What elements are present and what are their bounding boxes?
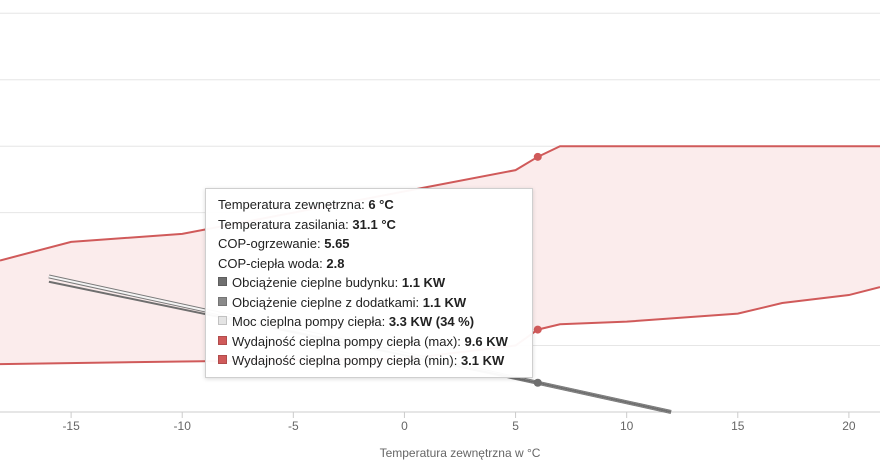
highlight-point <box>533 325 542 334</box>
x-tick-label: -10 <box>174 419 192 433</box>
series-line <box>0 145 880 262</box>
series-swatch <box>218 355 227 364</box>
tooltip-value: 2.8 <box>326 255 345 271</box>
tooltip-row: Obciążenie cieplne z dodatkami: 1.1 KW <box>218 293 526 313</box>
tooltip-value: 3.3 KW (34 %) <box>388 314 475 329</box>
tooltip-row: Temperatura zewnętrzna: 6 °C <box>218 195 526 215</box>
tooltip-value: 31.1 °C <box>352 216 396 232</box>
x-tick-label: 20 <box>842 419 856 433</box>
tooltip-value: 3.1 KW <box>460 353 505 368</box>
tooltip-label: COP-ciepła woda: <box>218 255 323 271</box>
x-tick-label: 0 <box>401 419 408 433</box>
x-tick-label: 15 <box>731 419 745 433</box>
x-tick-label: 5 <box>512 419 519 433</box>
tooltip-value: 9.6 KW <box>464 333 508 349</box>
tooltip-row: Moc cieplna pompy ciepła: 3.3 KW (34 %) <box>218 312 526 332</box>
series-swatch <box>218 335 227 345</box>
x-tick-label: 10 <box>620 419 634 433</box>
tooltip-label: COP-ogrzewanie: <box>218 236 321 251</box>
tooltip-row: Temperatura zasilania: 31.1 °C <box>218 215 526 235</box>
tooltip-label: Obciążenie cieplne z dodatkami: <box>232 294 420 310</box>
x-axis-title: Temperatura zewnętrzna w °C <box>380 446 541 460</box>
tooltip-value: 1.1 KW <box>401 275 446 290</box>
x-tick-label: -5 <box>288 419 299 433</box>
x-tick-label: -15 <box>62 419 80 433</box>
tooltip-label: Moc cieplna pompy ciepła: <box>232 314 386 329</box>
tooltip-row: Wydajność cieplna pompy ciepła (max): 9.… <box>218 332 526 352</box>
tooltip-value: 5.65 <box>324 236 350 251</box>
tooltip-value: 6 °C <box>368 197 394 212</box>
tooltip-label: Temperatura zewnętrzna: <box>218 197 365 212</box>
highlight-point <box>533 378 542 387</box>
tooltip: Temperatura zewnętrzna: 6 °C Temperatura … <box>205 188 533 378</box>
tooltip-row: Obciążenie cieplne budynku: 1.1 KW <box>218 273 526 293</box>
tooltip-label: Wydajność cieplna pompy ciepła (max): <box>232 333 461 349</box>
tooltip-value: 1.1 KW <box>422 294 467 310</box>
tooltip-row: Wydajność cieplna pompy ciepła (min): 3.… <box>218 351 526 371</box>
highlight-point <box>533 152 542 161</box>
tooltip-label: Wydajność cieplna pompy ciepła (min): <box>232 353 458 368</box>
series-swatch <box>218 277 227 286</box>
tooltip-label: Temperatura zasilania: <box>218 216 349 232</box>
tooltip-row: COP-ogrzewanie: 5.65 <box>218 234 526 254</box>
series-swatch <box>218 296 227 306</box>
series-swatch <box>218 316 227 325</box>
tooltip-label: Obciążenie cieplne budynku: <box>232 275 399 290</box>
tooltip-row: COP-ciepła woda: 2.8 <box>218 254 526 274</box>
